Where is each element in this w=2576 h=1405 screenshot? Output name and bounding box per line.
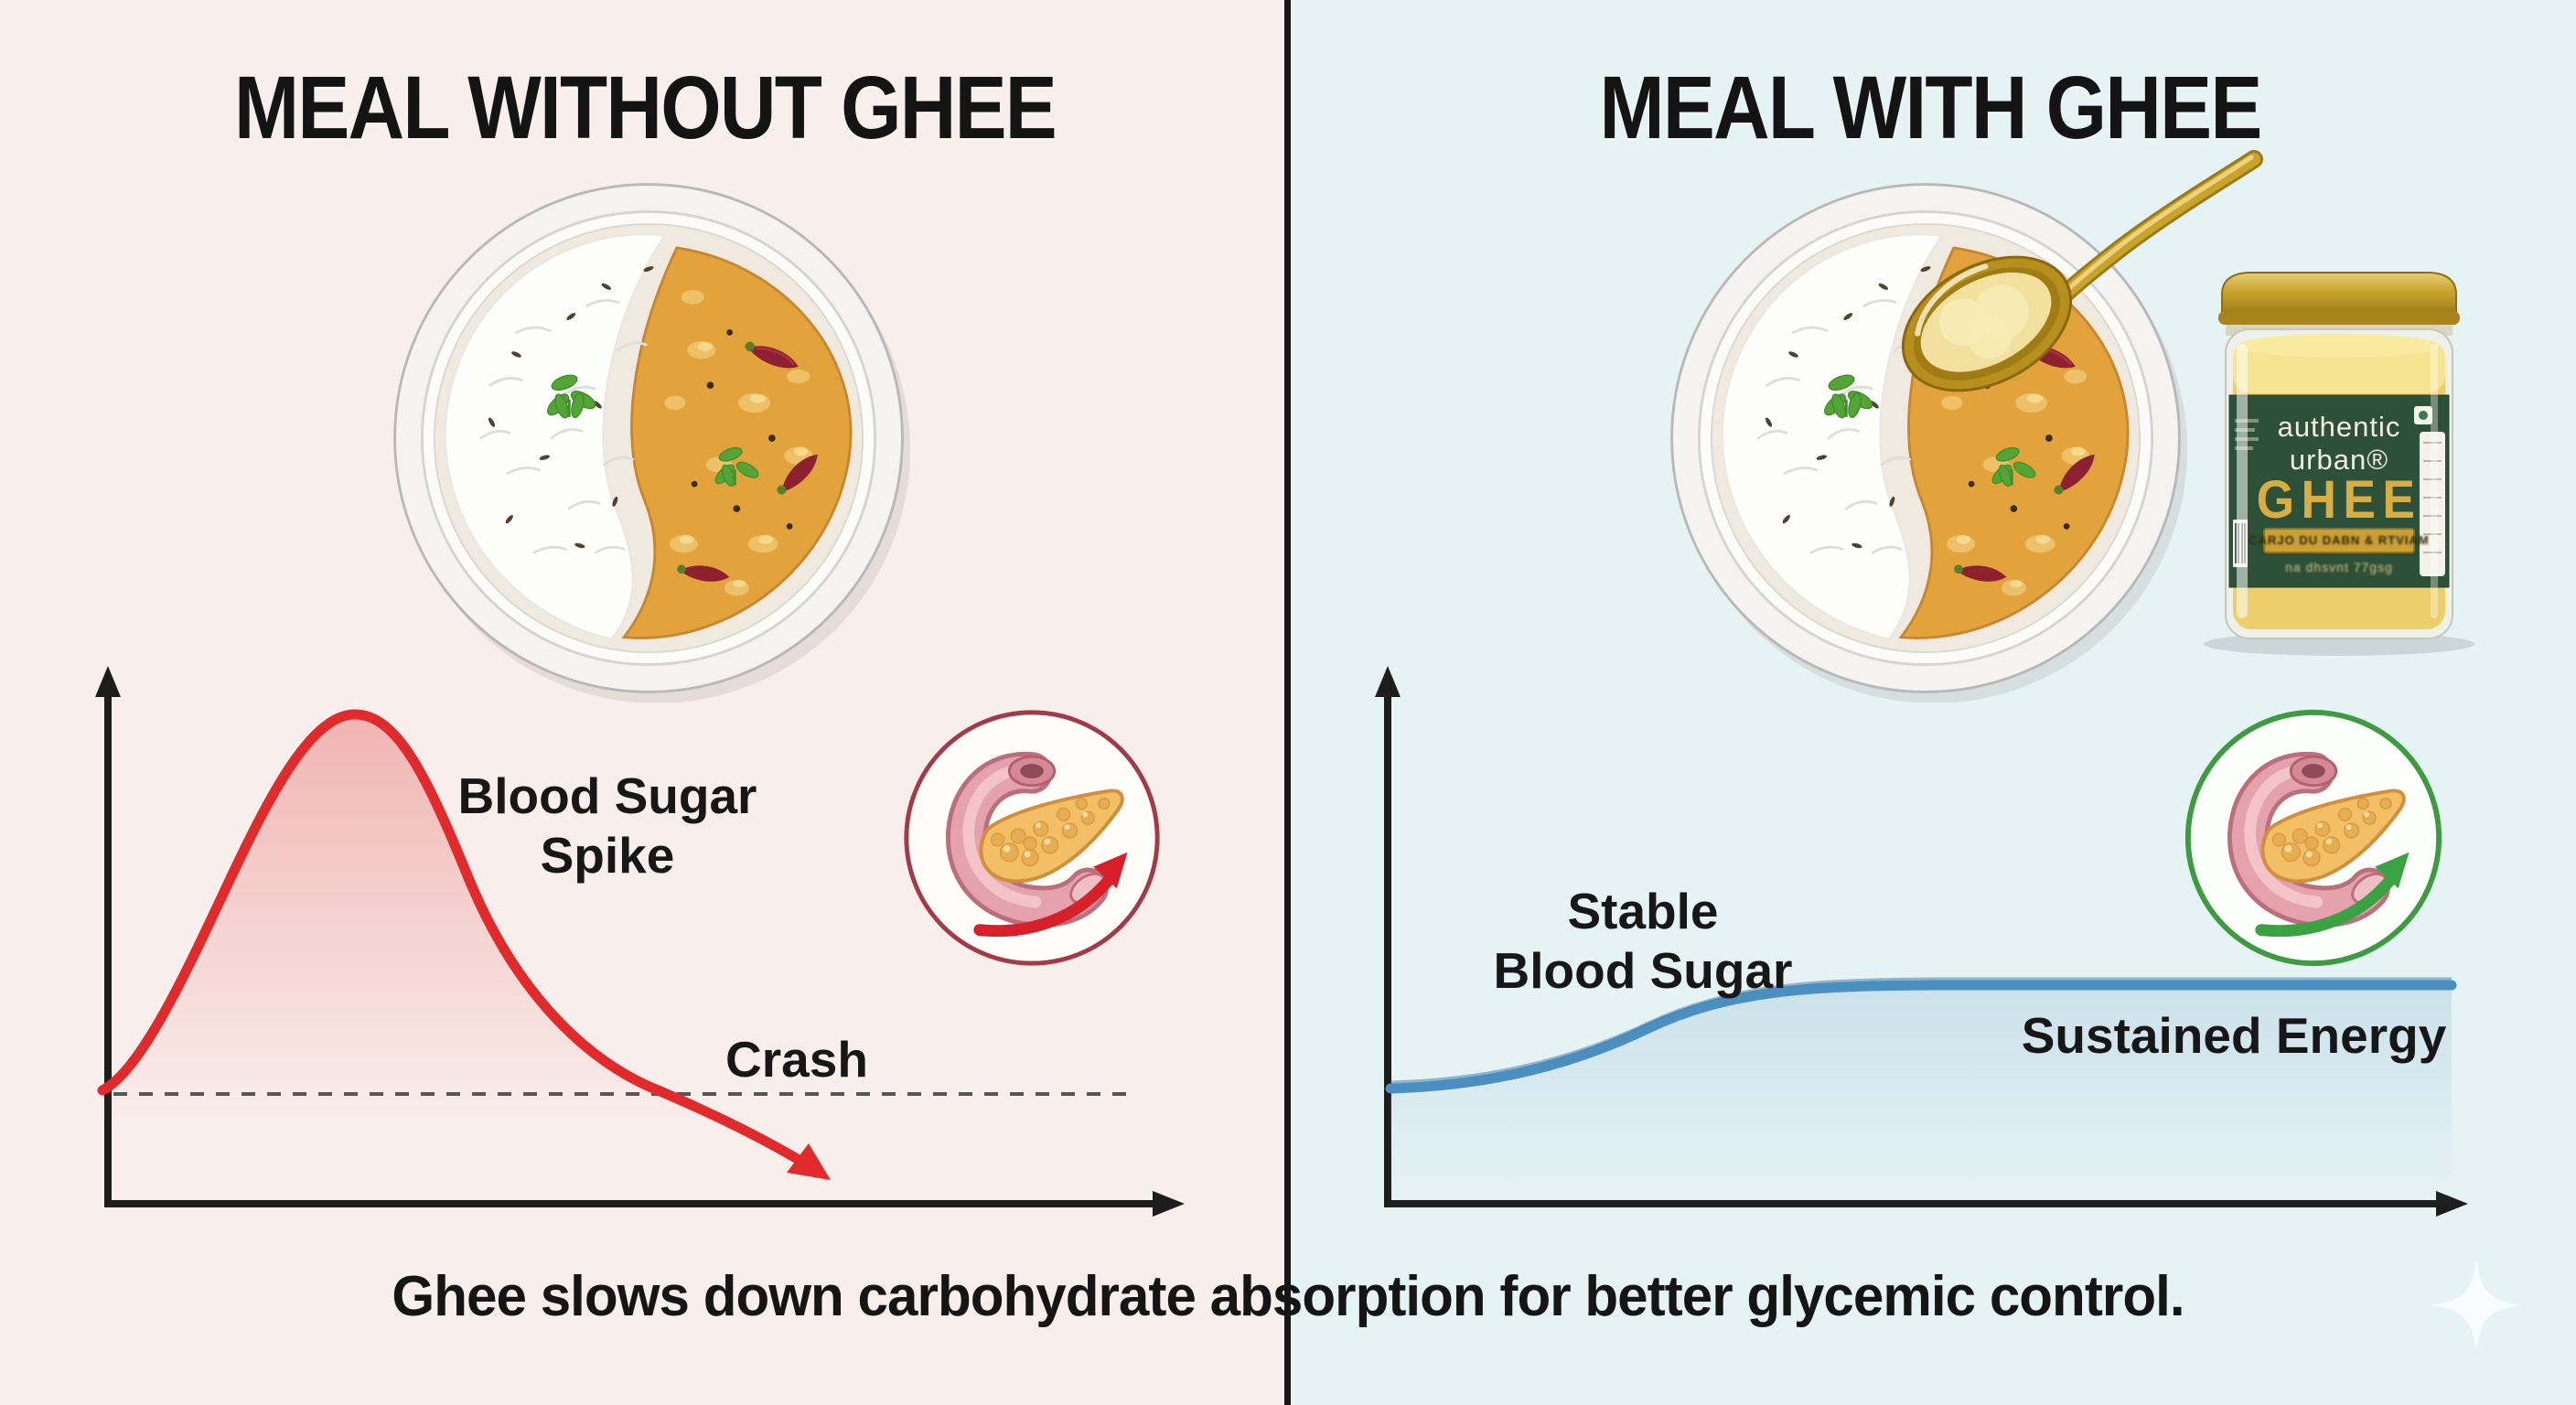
pancreas-healthy-icon (2184, 709, 2442, 967)
jar-banner-text: CARJO DU DABN & RTVIAM (2249, 533, 2430, 547)
jar-brand-line1: authentic (2277, 411, 2401, 443)
spike-curve-fill (102, 714, 800, 1207)
dal-rice-plate-illustration (384, 174, 913, 702)
bottom-caption: Ghee slows down carbohydrate absorption … (392, 1265, 2184, 1328)
stable-blood-sugar-label: Stable Blood Sugar (1493, 883, 1793, 999)
jar-product-name: GHEE (2256, 470, 2422, 530)
right-title: MEAL WITH GHEE (1599, 58, 2262, 157)
crash-label: Crash (725, 1031, 868, 1088)
jar-brand-line2: urban® (2289, 444, 2389, 476)
ghee-spoon-illustration (1901, 150, 2263, 392)
blood-sugar-spike-chart (95, 666, 1185, 1217)
stable-blood-sugar-chart (1375, 666, 2468, 1217)
stable-curve-fill (1390, 985, 2452, 1207)
stable-curve (1385, 980, 2457, 1094)
pancreas-stress-icon (904, 710, 1160, 966)
center-divider (1284, 0, 1291, 1405)
spike-curve (97, 709, 806, 1166)
blood-sugar-spike-label: Blood Sugar Spike (457, 767, 757, 884)
ghee-jar-illustration (2204, 272, 2474, 656)
crash-arrowhead (787, 1143, 831, 1180)
sustained-energy-label: Sustained Energy (2021, 1007, 2447, 1064)
sparkle-watermark-icon (2432, 1261, 2520, 1349)
jar-weight-text: na dhsvnt 77gsg (2285, 560, 2393, 574)
left-title: MEAL WITHOUT GHEE (234, 58, 1057, 157)
